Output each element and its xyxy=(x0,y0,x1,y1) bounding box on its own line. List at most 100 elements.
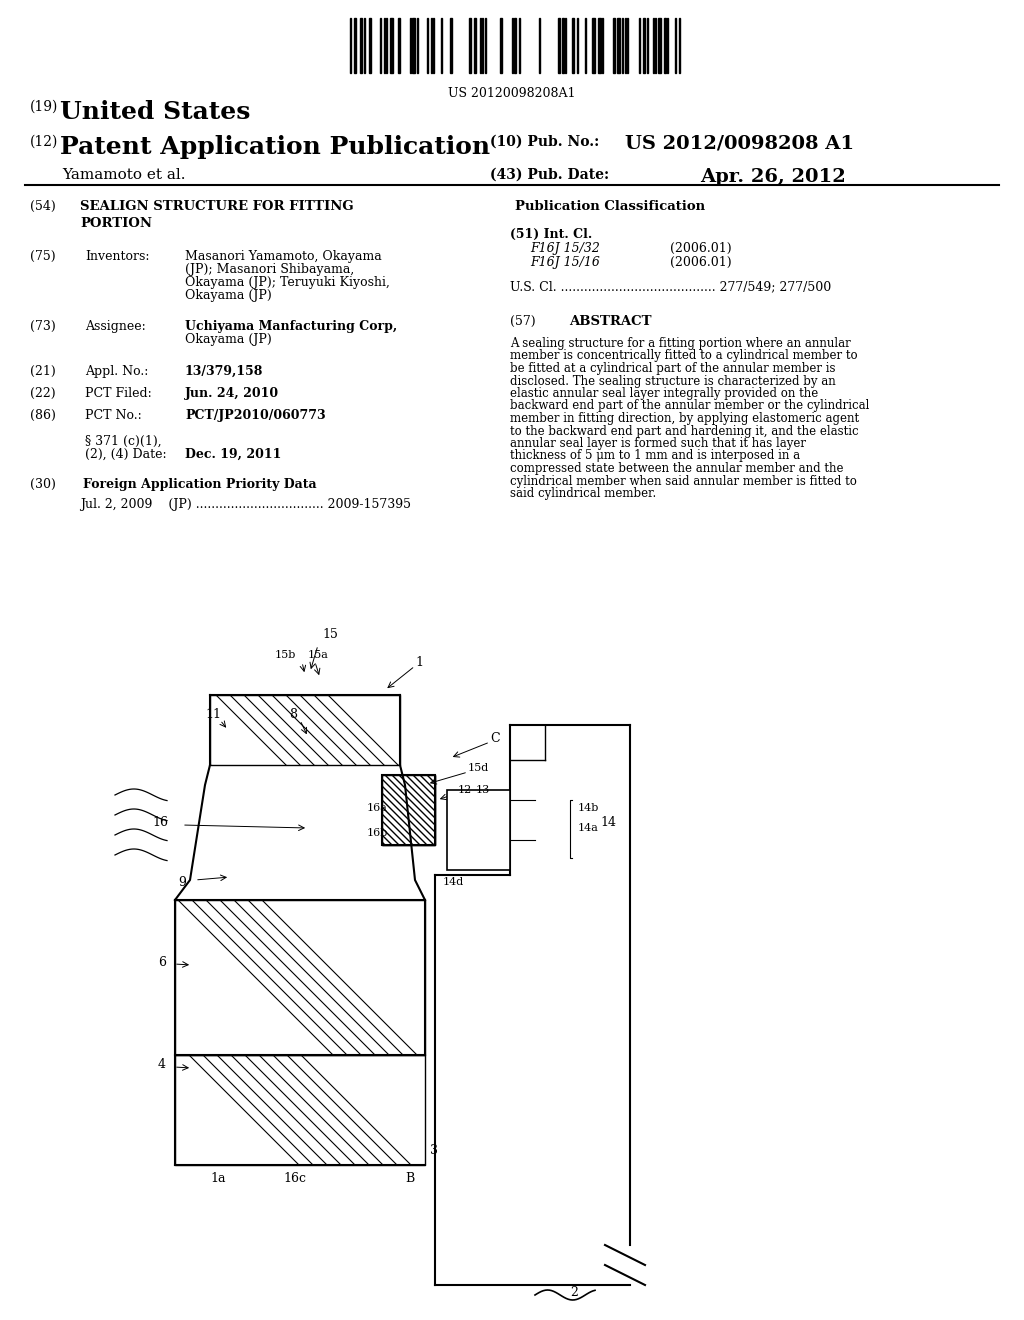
Bar xyxy=(382,775,435,845)
Text: Okayama (JP); Teruyuki Kiyoshi,: Okayama (JP); Teruyuki Kiyoshi, xyxy=(185,276,390,289)
Text: 16: 16 xyxy=(152,816,168,829)
Text: US 2012/0098208 A1: US 2012/0098208 A1 xyxy=(625,135,854,153)
Text: (75): (75) xyxy=(30,249,55,263)
Text: A sealing structure for a fitting portion where an annular: A sealing structure for a fitting portio… xyxy=(510,337,851,350)
Text: Publication Classification: Publication Classification xyxy=(515,201,706,213)
Bar xyxy=(598,18,601,73)
Text: (21): (21) xyxy=(30,366,55,378)
Text: (51) Int. Cl.: (51) Int. Cl. xyxy=(510,228,592,242)
Text: Assignee:: Assignee: xyxy=(85,319,145,333)
Text: 9: 9 xyxy=(178,875,186,888)
Text: said cylindrical member.: said cylindrical member. xyxy=(510,487,656,500)
Text: 14b: 14b xyxy=(578,803,599,813)
Text: (2), (4) Date:: (2), (4) Date: xyxy=(85,447,167,461)
Text: (22): (22) xyxy=(30,387,55,400)
Bar xyxy=(354,18,356,73)
Text: 2: 2 xyxy=(570,1286,578,1299)
Bar xyxy=(382,775,435,845)
Bar xyxy=(474,18,476,73)
Text: F16J 15/16: F16J 15/16 xyxy=(530,256,600,269)
Bar xyxy=(412,18,415,73)
Text: C: C xyxy=(490,731,500,744)
Bar xyxy=(664,18,666,73)
Text: (57): (57) xyxy=(510,315,536,327)
Text: United States: United States xyxy=(60,100,251,124)
Text: 3: 3 xyxy=(430,1143,438,1156)
Text: (86): (86) xyxy=(30,409,56,422)
Text: (73): (73) xyxy=(30,319,55,333)
Bar xyxy=(643,18,645,73)
Text: member is concentrically fitted to a cylindrical member to: member is concentrically fitted to a cyl… xyxy=(510,350,858,363)
Text: (JP); Masanori Shibayama,: (JP); Masanori Shibayama, xyxy=(185,263,354,276)
Text: 13: 13 xyxy=(476,785,490,795)
Text: PCT Filed:: PCT Filed: xyxy=(85,387,152,400)
Text: Masanori Yamamoto, Okayama: Masanori Yamamoto, Okayama xyxy=(185,249,382,263)
Text: Apr. 26, 2012: Apr. 26, 2012 xyxy=(700,168,846,186)
Text: 15a: 15a xyxy=(308,649,329,660)
Text: 6: 6 xyxy=(158,957,166,969)
Text: disclosed. The sealing structure is characterized by an: disclosed. The sealing structure is char… xyxy=(510,375,836,388)
Bar xyxy=(447,789,510,870)
Text: (30): (30) xyxy=(30,478,56,491)
Text: 15: 15 xyxy=(323,628,338,642)
Bar xyxy=(360,18,362,73)
Bar xyxy=(558,18,560,73)
Text: (12): (12) xyxy=(30,135,58,149)
Text: member in fitting direction, by applying elastomeric agent: member in fitting direction, by applying… xyxy=(510,412,859,425)
Text: Inventors:: Inventors: xyxy=(85,249,150,263)
Bar xyxy=(514,18,516,73)
Bar xyxy=(398,18,400,73)
Text: be fitted at a cylindrical part of the annular member is: be fitted at a cylindrical part of the a… xyxy=(510,362,836,375)
Text: 1a: 1a xyxy=(210,1172,225,1184)
Text: 15b: 15b xyxy=(274,649,296,660)
Bar xyxy=(450,18,452,73)
Text: backward end part of the annular member or the cylindrical: backward end part of the annular member … xyxy=(510,400,869,412)
Text: 4: 4 xyxy=(158,1059,166,1072)
Bar xyxy=(562,18,564,73)
Text: Okayama (JP): Okayama (JP) xyxy=(185,289,271,302)
Text: B: B xyxy=(406,1172,415,1184)
Text: Okayama (JP): Okayama (JP) xyxy=(185,333,271,346)
Text: 14: 14 xyxy=(600,816,616,829)
Text: 15d: 15d xyxy=(468,763,489,774)
Bar xyxy=(617,18,620,73)
Text: (19): (19) xyxy=(30,100,58,114)
Text: (2006.01): (2006.01) xyxy=(670,256,731,269)
Text: U.S. Cl. ........................................ 277/549; 277/500: U.S. Cl. ...............................… xyxy=(510,280,831,293)
Text: Uchiyama Manfacturing Corp,: Uchiyama Manfacturing Corp, xyxy=(185,319,397,333)
Text: § 371 (c)(1),: § 371 (c)(1), xyxy=(85,436,162,447)
Text: annular seal layer is formed such that it has layer: annular seal layer is formed such that i… xyxy=(510,437,806,450)
Bar xyxy=(500,18,502,73)
Bar xyxy=(658,18,662,73)
Text: 14a: 14a xyxy=(578,822,599,833)
Bar xyxy=(369,18,371,73)
Bar xyxy=(382,775,435,845)
Text: Patent Application Publication: Patent Application Publication xyxy=(60,135,490,158)
Text: 16a: 16a xyxy=(367,803,388,813)
Bar xyxy=(175,1055,425,1166)
Text: PORTION: PORTION xyxy=(80,216,152,230)
Text: PCT No.:: PCT No.: xyxy=(85,409,141,422)
Text: Jun. 24, 2010: Jun. 24, 2010 xyxy=(185,387,280,400)
Text: 16b: 16b xyxy=(367,828,388,838)
Text: Dec. 19, 2011: Dec. 19, 2011 xyxy=(185,447,282,461)
Text: Foreign Application Priority Data: Foreign Application Priority Data xyxy=(83,478,316,491)
Bar xyxy=(592,18,595,73)
Text: 1: 1 xyxy=(415,656,423,669)
Text: to the backward end part and hardening it, and the elastic: to the backward end part and hardening i… xyxy=(510,425,859,437)
Text: (10) Pub. No.:: (10) Pub. No.: xyxy=(490,135,599,149)
Bar xyxy=(469,18,471,73)
Bar xyxy=(175,900,425,1055)
Text: F16J 15/32: F16J 15/32 xyxy=(530,242,600,255)
Bar xyxy=(390,18,393,73)
Bar xyxy=(613,18,615,73)
Text: 14d: 14d xyxy=(443,876,464,887)
Text: thickness of 5 μm to 1 mm and is interposed in a: thickness of 5 μm to 1 mm and is interpo… xyxy=(510,450,800,462)
Text: US 20120098208A1: US 20120098208A1 xyxy=(449,87,575,100)
Text: (43) Pub. Date:: (43) Pub. Date: xyxy=(490,168,609,182)
Text: 8: 8 xyxy=(289,709,297,722)
Bar xyxy=(572,18,574,73)
Bar xyxy=(210,696,400,766)
Text: ABSTRACT: ABSTRACT xyxy=(568,315,651,327)
Text: SEALIGN STRUCTURE FOR FITTING: SEALIGN STRUCTURE FOR FITTING xyxy=(80,201,353,213)
